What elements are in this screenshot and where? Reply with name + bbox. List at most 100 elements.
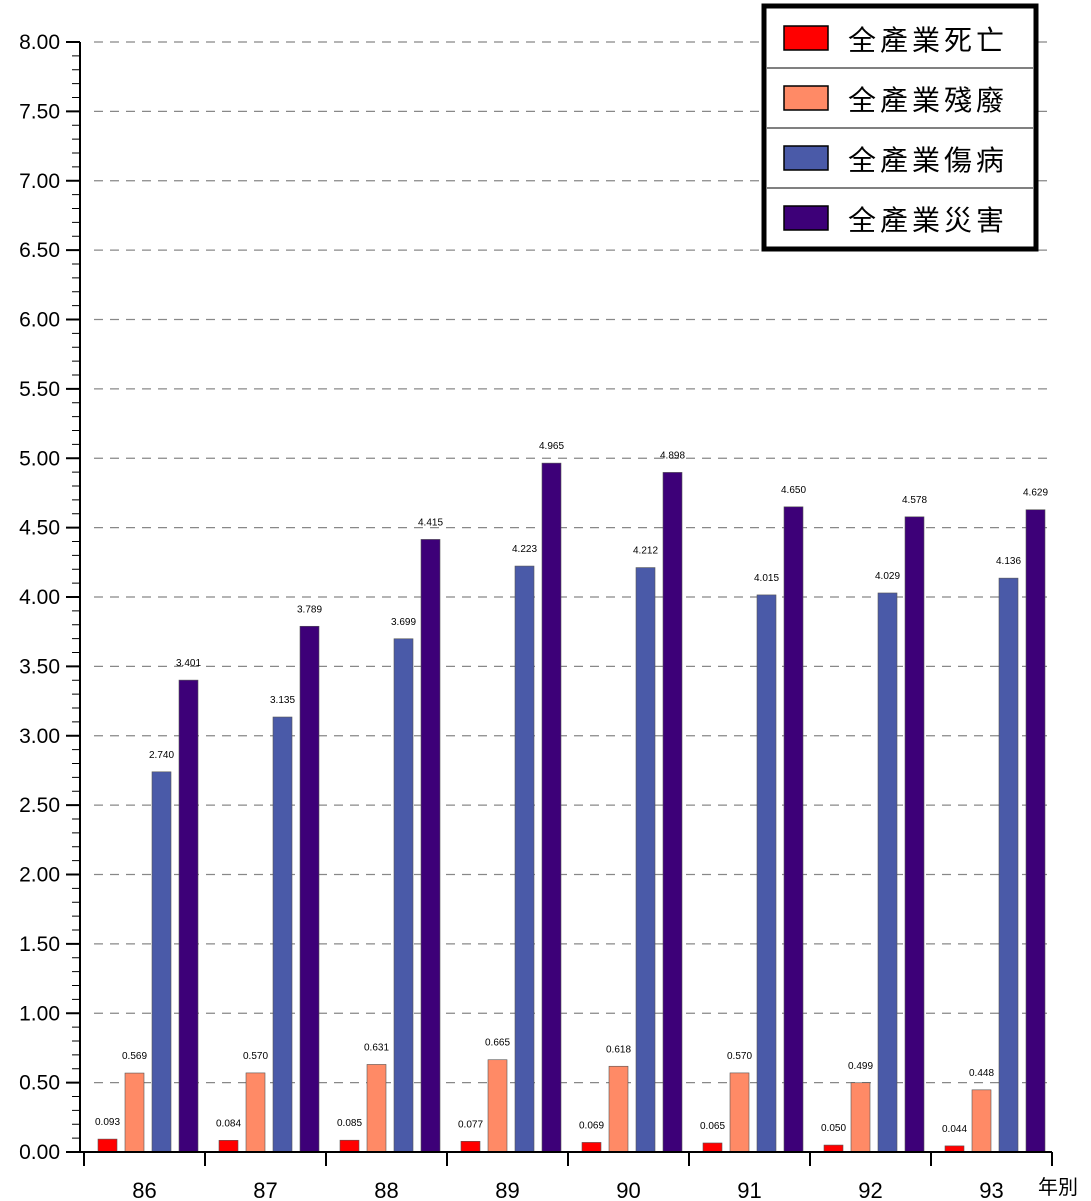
data-label: 4.029 xyxy=(875,571,900,582)
gridlines xyxy=(66,41,1052,1153)
y-tick-label: 5.50 xyxy=(19,378,60,401)
data-label: 0.499 xyxy=(848,1061,873,1072)
y-tick-label: 2.50 xyxy=(19,794,60,817)
bar xyxy=(245,1072,266,1153)
y-tick-label: 6.00 xyxy=(19,309,60,332)
bar xyxy=(850,1082,871,1153)
data-label: 4.015 xyxy=(754,573,779,584)
data-label: 4.629 xyxy=(1023,488,1048,499)
data-label: 0.665 xyxy=(485,1038,510,1049)
bar xyxy=(218,1140,239,1153)
y-tick-label: 6.50 xyxy=(19,239,60,262)
bar xyxy=(514,565,535,1153)
data-label: 0.050 xyxy=(821,1123,846,1134)
data-label: 3.699 xyxy=(391,617,416,628)
y-tick-label: 7.50 xyxy=(19,100,60,123)
data-label: 3.789 xyxy=(297,604,322,615)
legend-swatch xyxy=(783,205,829,231)
bar xyxy=(904,516,925,1153)
x-axis-title: 年別 xyxy=(1038,1175,1078,1199)
y-tick-label: 4.50 xyxy=(19,517,60,540)
y-axis-minor-ticks xyxy=(72,55,80,1139)
legend-label: 全產業傷病 xyxy=(848,144,1008,177)
data-label: 0.569 xyxy=(122,1051,147,1062)
bar xyxy=(393,638,414,1153)
y-tick-label: 4.00 xyxy=(19,586,60,609)
data-label: 4.136 xyxy=(996,556,1021,567)
bar xyxy=(420,539,441,1153)
y-tick-label: 1.50 xyxy=(19,933,60,956)
bar xyxy=(823,1144,844,1153)
data-label: 0.618 xyxy=(606,1044,631,1055)
data-label: 0.570 xyxy=(243,1051,268,1062)
bar xyxy=(178,679,199,1153)
data-label: 4.212 xyxy=(633,546,658,557)
x-tick-label: 91 xyxy=(737,1178,761,1201)
bar xyxy=(729,1072,750,1153)
y-tick-label: 5.00 xyxy=(19,447,60,470)
x-tick-label: 92 xyxy=(858,1178,882,1201)
data-label: 4.650 xyxy=(781,485,806,496)
legend-swatch xyxy=(783,145,829,171)
data-label: 0.448 xyxy=(969,1068,994,1079)
bar xyxy=(971,1089,992,1153)
legend-swatch xyxy=(783,85,829,111)
bar xyxy=(608,1065,629,1153)
data-labels: 0.093 0.569 2.740 3.401 0.084 0.570 3.135 3.789… xyxy=(95,441,1048,1135)
data-label: 2.740 xyxy=(149,750,174,761)
bar xyxy=(581,1142,602,1153)
x-tick-label: 87 xyxy=(253,1178,277,1201)
data-label: 0.084 xyxy=(216,1118,241,1129)
x-axis-ticks: 86 87 88 89 90 91 92 93 xyxy=(83,1152,1053,1201)
data-label: 0.077 xyxy=(458,1119,483,1130)
legend-label: 全產業災害 xyxy=(848,204,1008,237)
bar xyxy=(998,577,1019,1153)
x-tick-label: 88 xyxy=(374,1178,398,1201)
bar xyxy=(460,1141,481,1153)
bar xyxy=(756,594,777,1153)
data-label: 0.631 xyxy=(364,1042,389,1053)
bar xyxy=(783,506,804,1153)
bar xyxy=(702,1142,723,1153)
x-tick-label: 86 xyxy=(132,1178,156,1201)
x-tick-label: 93 xyxy=(979,1178,1003,1201)
data-label: 4.223 xyxy=(512,544,537,555)
data-label: 0.065 xyxy=(700,1121,725,1132)
bar xyxy=(339,1139,360,1153)
data-label: 4.578 xyxy=(902,495,927,506)
bar xyxy=(366,1064,387,1153)
data-label: 0.069 xyxy=(579,1120,604,1131)
y-tick-label: 0.50 xyxy=(19,1072,60,1095)
data-label: 0.044 xyxy=(942,1124,967,1135)
y-tick-label: 1.00 xyxy=(19,1002,60,1025)
x-tick-label: 89 xyxy=(495,1178,519,1201)
y-tick-label: 0.00 xyxy=(19,1141,60,1164)
y-tick-label: 8.00 xyxy=(19,31,60,54)
bar xyxy=(662,472,683,1153)
bar xyxy=(124,1072,145,1153)
y-tick-label: 2.00 xyxy=(19,864,60,887)
y-tick-label: 3.50 xyxy=(19,655,60,678)
bar xyxy=(97,1138,118,1153)
legend-label: 全產業殘廢 xyxy=(848,84,1008,117)
data-label: 4.415 xyxy=(418,517,443,528)
y-tick-label: 7.00 xyxy=(19,170,60,193)
bar xyxy=(272,716,293,1153)
data-label: 3.135 xyxy=(270,695,295,706)
data-label: 4.965 xyxy=(539,441,564,452)
bars xyxy=(97,462,1046,1153)
bar xyxy=(1025,509,1046,1153)
data-label: 0.093 xyxy=(95,1117,120,1128)
data-label: 3.401 xyxy=(176,658,201,669)
legend-label: 全產業死亡 xyxy=(848,24,1008,57)
bar xyxy=(877,592,898,1153)
legend-swatch xyxy=(783,25,829,51)
bar xyxy=(151,771,172,1153)
data-label: 4.898 xyxy=(660,450,685,461)
x-tick-label: 90 xyxy=(616,1178,640,1201)
bar xyxy=(299,625,320,1153)
data-label: 0.085 xyxy=(337,1118,362,1129)
bar xyxy=(487,1059,508,1153)
